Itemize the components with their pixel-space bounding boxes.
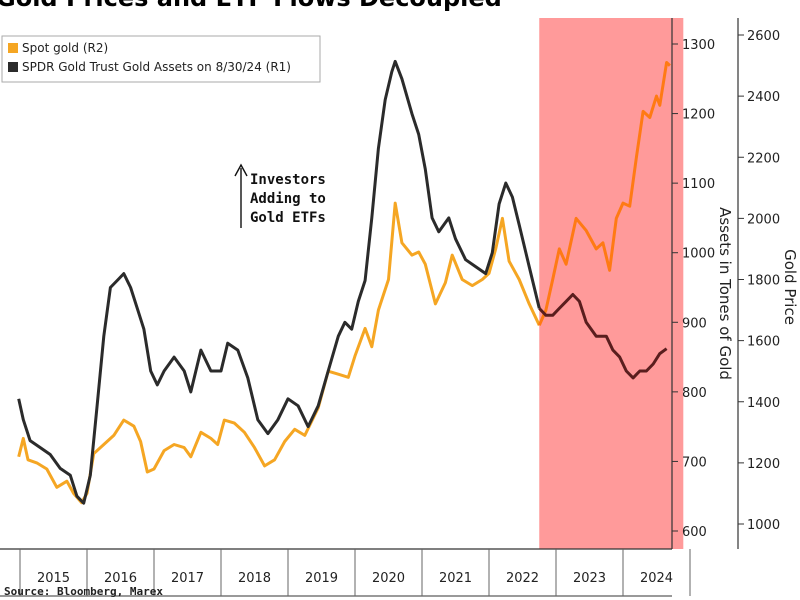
series-line-spdr-assets-shaded xyxy=(538,293,668,380)
x-tick-label: 2018 xyxy=(238,571,271,586)
annotation-text: Gold ETFs xyxy=(250,210,326,226)
left-axis-title: Assets in Tones of Gold xyxy=(716,207,734,380)
right-axis-tick-label: 1600 xyxy=(747,335,780,350)
left-axis-tick-label: 900 xyxy=(682,316,707,331)
legend-label: Spot gold (R2) xyxy=(22,41,108,55)
right-axis-tick-label: 1400 xyxy=(747,396,780,411)
legend-swatch xyxy=(8,62,18,72)
x-tick-label: 2024 xyxy=(640,571,673,586)
left-axis-tick-label: 1300 xyxy=(682,38,715,53)
x-tick-label: 2017 xyxy=(171,571,204,586)
x-tick-label: 2023 xyxy=(573,571,606,586)
chart-title: Gold Prices and ETF Flows Decoupled xyxy=(0,0,502,12)
annotation-text: Investors xyxy=(250,172,326,188)
x-tick-label: 2020 xyxy=(372,571,405,586)
right-axis-tick-label: 1800 xyxy=(747,274,780,289)
series-line-spot-gold-shaded xyxy=(537,61,671,326)
left-axis-tick-label: 700 xyxy=(682,455,707,470)
left-axis-tick-label: 1100 xyxy=(682,177,715,192)
left-axis-tick-label: 1200 xyxy=(682,108,715,123)
right-axis-tick-label: 2400 xyxy=(747,90,780,105)
x-tick-label: 2015 xyxy=(37,571,70,586)
series-line-spdr-assets xyxy=(17,59,541,505)
legend-label: SPDR Gold Trust Gold Assets on 8/30/24 (… xyxy=(22,60,291,74)
left-axis-tick-label: 800 xyxy=(682,386,707,401)
x-tick-label: 2022 xyxy=(506,571,539,586)
right-axis-tick-label: 1200 xyxy=(747,457,780,472)
source-note: Source: Bloomberg, Marex xyxy=(4,585,163,598)
legend-swatch xyxy=(8,43,18,53)
up-arrow-head-icon xyxy=(234,163,248,177)
right-axis-tick-label: 1000 xyxy=(747,518,780,533)
right-axis-tick-label: 2600 xyxy=(747,29,780,44)
annotation-text: Adding to xyxy=(250,191,326,207)
right-axis-tick-label: 2200 xyxy=(747,151,780,166)
legend-box xyxy=(1,35,321,83)
x-tick-label: 2016 xyxy=(104,571,137,586)
x-tick-label: 2019 xyxy=(305,571,338,586)
x-tick-label: 2021 xyxy=(439,571,472,586)
right-axis-title: Gold Price xyxy=(781,249,799,325)
right-axis-tick-label: 2000 xyxy=(747,212,780,227)
left-axis-tick-label: 1000 xyxy=(682,247,715,262)
left-axis-tick-label: 600 xyxy=(682,525,707,540)
